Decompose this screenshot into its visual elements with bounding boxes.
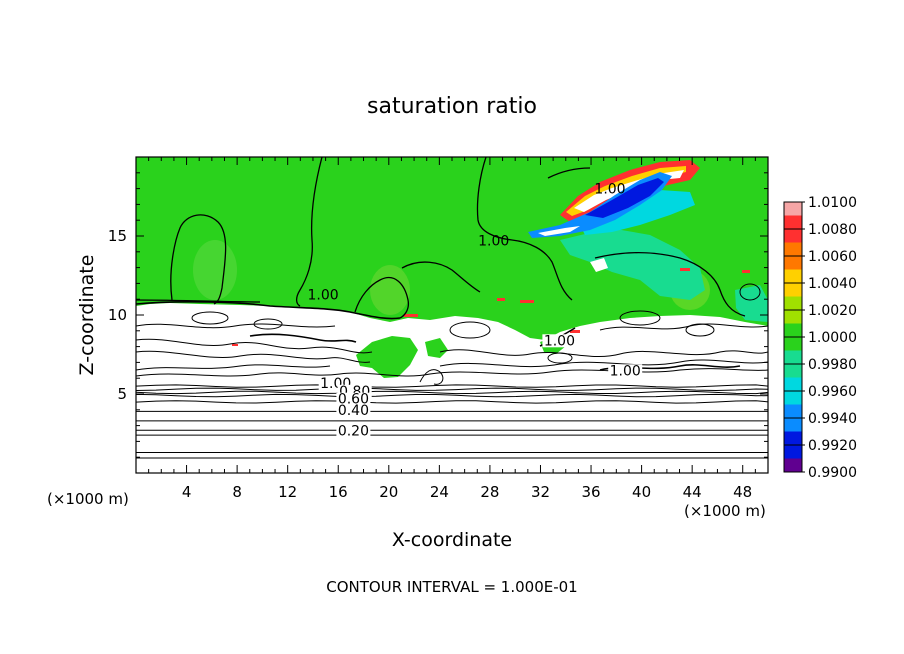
- y-tick-label: 5: [117, 385, 127, 403]
- contour-label-background: [336, 403, 371, 417]
- y-tick-labels: 5 10 15: [108, 227, 127, 403]
- contour-label: 1.00: [544, 333, 575, 349]
- colorbar-swatch: [784, 229, 802, 243]
- contour-label: 1.00: [610, 363, 641, 379]
- contour-label-background: [608, 364, 643, 378]
- x-tick-label: 44: [683, 483, 702, 501]
- x-tick-label: 36: [581, 483, 600, 501]
- colorbar-label: 0.9960: [808, 384, 857, 400]
- subsaturated-patch: [560, 228, 705, 300]
- colorbar-label: 0.9900: [808, 465, 857, 481]
- colorbar: 1.0100 1.0080 1.0060 1.0040 1.0020 1.0000 0.99…: [783, 195, 857, 481]
- colorbar-swatch: [784, 323, 802, 338]
- x-unit-label-left: (×1000 m): [47, 490, 129, 508]
- x-tick-label: 40: [632, 483, 651, 501]
- saturated-pocket: [425, 338, 448, 358]
- chart-title: saturation ratio: [367, 94, 537, 119]
- contour-label: 1.00: [308, 288, 339, 304]
- x-tick-label: 32: [531, 483, 550, 501]
- x-tick-labels: 4 8 12 16 20 24 28 32 36 40 44 48: [182, 483, 752, 501]
- colorbar-label: 0.9980: [808, 357, 857, 373]
- horizontal-contours: [136, 384, 768, 459]
- plot-area: [136, 157, 768, 473]
- colorbar-swatch: [784, 296, 802, 311]
- dry-filament-core: [538, 226, 580, 236]
- x-tick-label: 8: [232, 483, 242, 501]
- colorbar-swatch: [784, 377, 802, 392]
- colorbar-swatch: [784, 269, 802, 284]
- colorbar-label: 1.0060: [808, 249, 857, 265]
- colorbar-label: 1.0000: [808, 330, 857, 346]
- light-patch: [370, 265, 410, 315]
- x-tick-label: 28: [480, 483, 499, 501]
- colorbar-label: 1.0020: [808, 303, 857, 319]
- y-axis-label: Z-coordinate: [76, 255, 98, 376]
- contour-label: 1.00: [478, 234, 509, 250]
- colorbar-swatch: [784, 283, 802, 297]
- horizontal-contour-line: [136, 400, 768, 404]
- contour-label: 0.40: [338, 403, 369, 419]
- colorbar-swatch: [784, 404, 802, 419]
- contour-label-background: [336, 424, 371, 438]
- colorbar-swatch: [784, 431, 802, 446]
- horizontal-contour-line: [136, 390, 768, 395]
- horizontal-contour-line: [136, 393, 768, 398]
- x-tick-label: 12: [278, 483, 297, 501]
- axis-ticks: [136, 157, 768, 473]
- colorbar-swatch: [784, 458, 802, 473]
- dry-filament-core: [590, 258, 608, 272]
- colorbar-swatch: [784, 256, 802, 270]
- dry-filament: [585, 178, 664, 218]
- colorbar-swatch: [784, 337, 802, 351]
- colorbar-swatch: [784, 418, 802, 432]
- horizontal-contour-line: [136, 384, 768, 388]
- colorbar-swatch: [784, 364, 802, 378]
- colorbar-label: 0.9940: [808, 411, 857, 427]
- contour-label: 1.00: [594, 182, 625, 198]
- contour-labels: 1.001.001.001.001.001.000.800.600.400.20: [308, 182, 643, 439]
- cloud-base-contours: [136, 364, 768, 385]
- colorbar-label: 1.0080: [808, 222, 857, 238]
- saturation-contours: [136, 157, 746, 319]
- boundary-speckles: [232, 268, 750, 346]
- colorbar-swatch: [784, 391, 802, 405]
- saturated-pocket: [356, 336, 418, 378]
- contour-label-background: [336, 392, 371, 406]
- x-unit-label-right: (×1000 m): [684, 502, 766, 520]
- contour-interval-note: CONTOUR INTERVAL = 1.000E-01: [326, 578, 577, 596]
- light-patch: [193, 240, 237, 300]
- colorbar-label: 1.0040: [808, 276, 857, 292]
- x-tick-label: 16: [329, 483, 348, 501]
- colorbar-swatch: [784, 310, 802, 324]
- contour-label: 0.60: [338, 392, 369, 408]
- colorbar-swatch: [784, 215, 802, 230]
- colorbar-label: 0.9920: [808, 438, 857, 454]
- x-tick-label: 4: [182, 483, 192, 501]
- x-tick-label: 24: [430, 483, 449, 501]
- contour-label: 0.20: [338, 423, 369, 439]
- horizontal-contour-line: [136, 387, 768, 392]
- colorbar-swatch: [784, 350, 802, 365]
- y-tick-label: 10: [108, 306, 127, 324]
- colorbar-swatch: [784, 242, 802, 257]
- x-tick-label: 48: [733, 483, 752, 501]
- colorbar-swatch: [784, 202, 802, 216]
- colorbar-swatch: [784, 445, 802, 459]
- contour-label-background: [542, 334, 577, 348]
- x-axis-label: X-coordinate: [392, 529, 512, 551]
- x-tick-label: 20: [379, 483, 398, 501]
- y-tick-label: 15: [108, 227, 127, 245]
- cloud-region-contours: [136, 283, 768, 368]
- colorbar-label: 1.0100: [808, 195, 857, 211]
